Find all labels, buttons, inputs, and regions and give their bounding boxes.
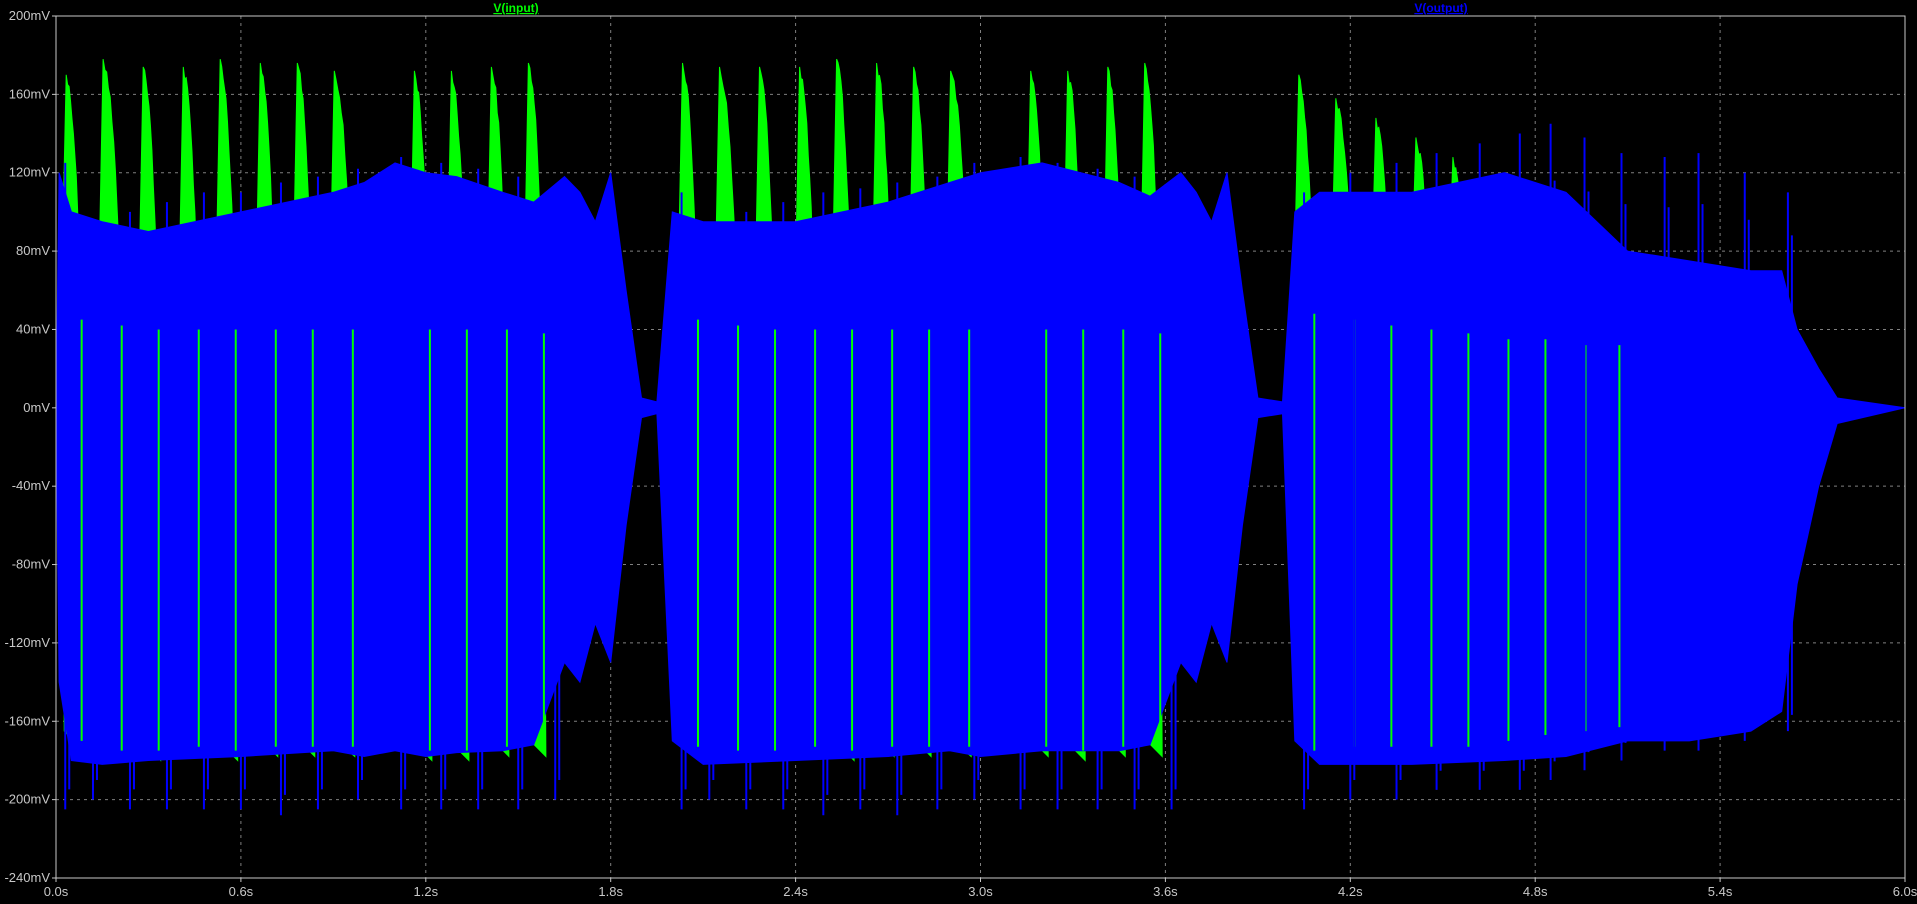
- x-tick-label: 0.6s: [229, 884, 254, 899]
- y-tick-label: -40mV: [12, 478, 51, 493]
- y-tick-label: 80mV: [16, 243, 50, 258]
- x-tick-label: 2.4s: [783, 884, 808, 899]
- x-tick-label: 5.4s: [1708, 884, 1733, 899]
- x-tick-label: 6.0s: [1893, 884, 1917, 899]
- y-tick-label: 160mV: [9, 86, 51, 101]
- y-tick-label: -120mV: [4, 635, 50, 650]
- x-tick-label: 4.2s: [1338, 884, 1363, 899]
- y-tick-label: -240mV: [4, 870, 50, 885]
- x-tick-label: 0.0s: [44, 884, 69, 899]
- y-tick-label: 0mV: [23, 400, 50, 415]
- x-tick-label: 4.8s: [1523, 884, 1548, 899]
- legend: V(input) V(output): [493, 1, 1467, 15]
- x-tick-label: 3.6s: [1153, 884, 1178, 899]
- legend-v-input[interactable]: V(input): [493, 1, 538, 15]
- y-tick-label: -200mV: [4, 792, 50, 807]
- traces: [55, 58, 1906, 816]
- axes: 200mV 160mV 120mV 80mV 40mV 0mV -40mV -80mV -120…: [4, 8, 1917, 899]
- legend-v-output[interactable]: V(output): [1414, 1, 1467, 15]
- x-tick-label: 3.0s: [968, 884, 993, 899]
- y-tick-label: 120mV: [9, 165, 51, 180]
- y-tick-label: 200mV: [9, 8, 51, 23]
- x-tick-label: 1.2s: [414, 884, 439, 899]
- y-tick-label: -160mV: [4, 713, 50, 728]
- y-tick-label: -80mV: [12, 557, 51, 572]
- y-tick-label: 40mV: [16, 321, 50, 336]
- output-envelope: [55, 162, 1906, 765]
- x-tick-label: 1.8s: [598, 884, 623, 899]
